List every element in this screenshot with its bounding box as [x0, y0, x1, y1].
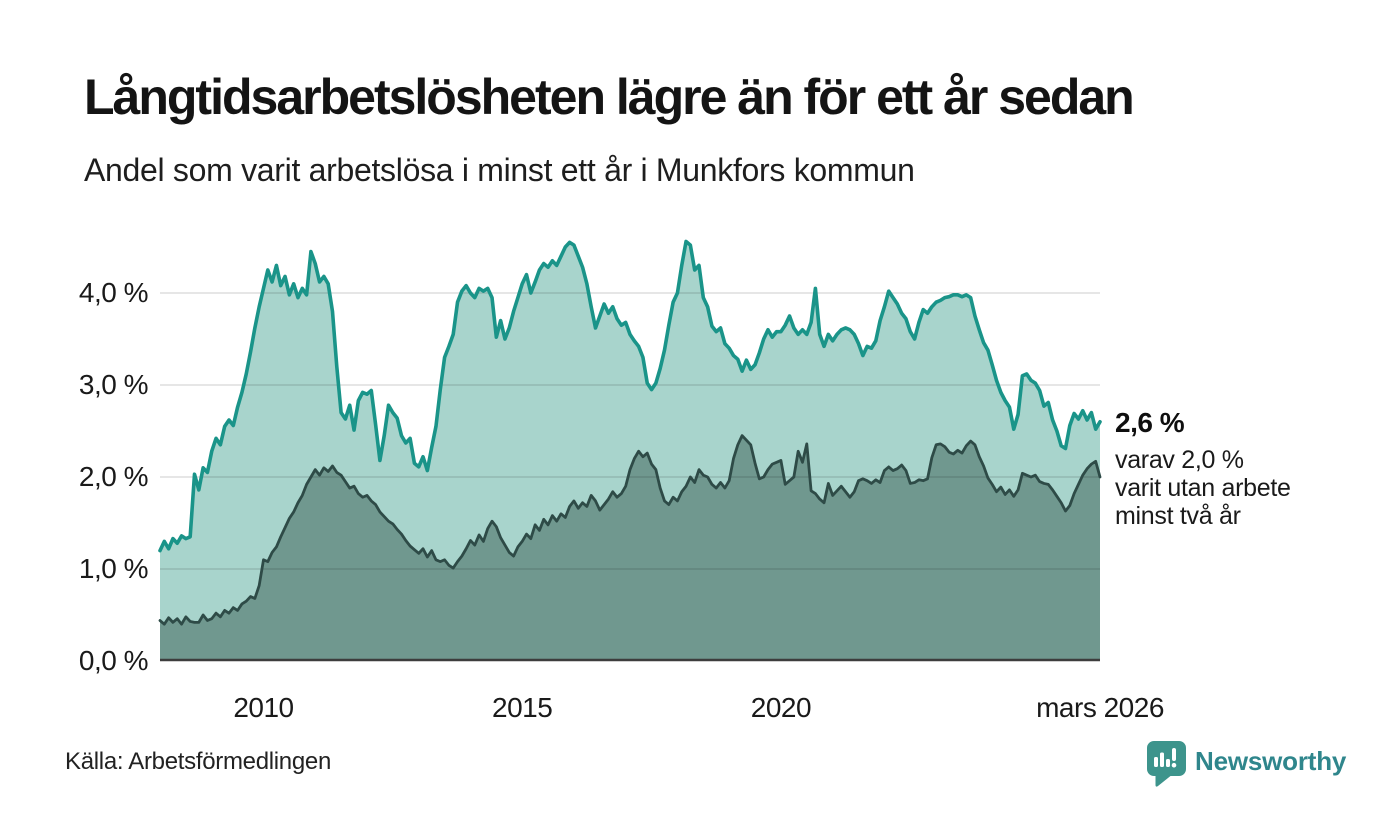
newsworthy-icon [1147, 741, 1186, 787]
y-axis-tick-label: 2,0 % [78, 461, 149, 492]
annotation-line-1: varav 2,0 % [1115, 446, 1244, 474]
series-two-year-line [158, 434, 1102, 626]
y-axis-tick-label: 1,0 % [78, 553, 149, 584]
x-axis-tick-label: 2015 [492, 692, 553, 723]
series-total-line [158, 239, 1102, 553]
newsworthy-wordmark: Newsworthy [1195, 746, 1347, 776]
series-two-year-area [160, 435, 1100, 661]
page-title: Långtidsarbetslösheten lägre än för ett … [84, 69, 1135, 125]
area-chart [158, 239, 1102, 662]
newsworthy-logo: Newsworthy [1146, 740, 1346, 788]
x-axis-tick-label: mars 2026 [1036, 692, 1164, 723]
annotation-line-2: varit utan arbete [1115, 474, 1291, 502]
y-axis-tick-label: 4,0 % [78, 277, 149, 308]
annotation-line-3: minst två år [1115, 502, 1241, 530]
y-axis-tick-label: 0,0 % [78, 645, 149, 676]
x-axis-tick-label: 2020 [750, 692, 812, 723]
end-value-annotation: 2,6 % varav 2,0 % varit utan arbete mins… [1115, 407, 1291, 530]
x-axis-tick-label: 2010 [233, 692, 294, 723]
y-axis-tick-label: 3,0 % [78, 369, 149, 400]
page-subtitle: Andel som varit arbetslösa i minst ett å… [84, 152, 915, 188]
annotation-total-value: 2,6 % [1115, 407, 1185, 438]
source-caption: Källa: Arbetsförmedlingen [65, 748, 331, 775]
